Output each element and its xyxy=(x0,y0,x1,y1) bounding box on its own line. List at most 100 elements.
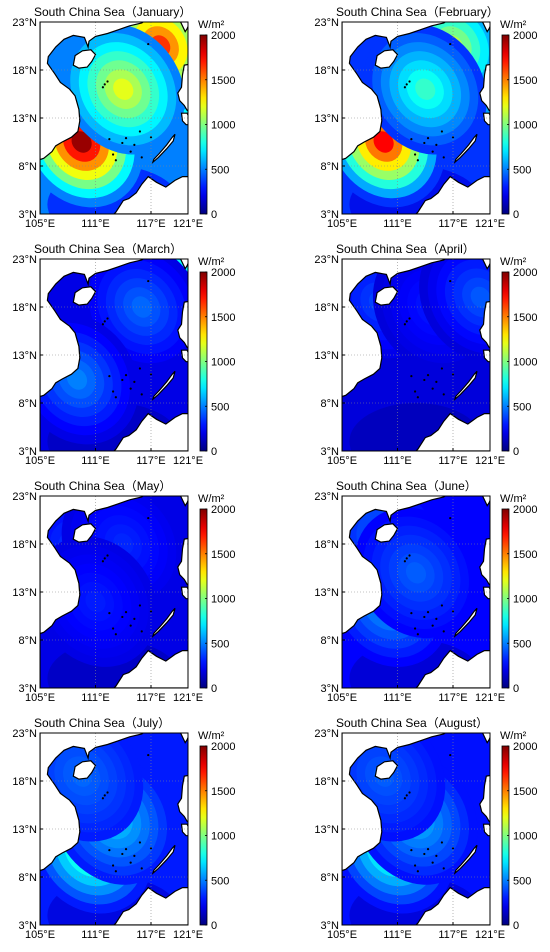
small-island xyxy=(408,791,411,794)
y-tick-label: 8°N xyxy=(19,635,38,647)
small-island xyxy=(106,80,109,83)
palawan-island xyxy=(151,844,176,876)
small-island xyxy=(114,159,117,162)
y-tick-label: 18°N xyxy=(12,776,37,788)
colorbar-tick-label: 0 xyxy=(513,446,519,458)
borneo-island xyxy=(415,649,490,688)
colorbar-tick-label: 0 xyxy=(211,446,217,458)
colorbar-tick-label: 2000 xyxy=(513,267,537,279)
x-tick-label: 121°E xyxy=(173,929,203,941)
grid xyxy=(342,496,490,688)
colorbar-tick-label: 1500 xyxy=(513,312,537,324)
y-tick-label: 23°N xyxy=(314,728,339,740)
small-island xyxy=(129,861,132,864)
mainland-coastline xyxy=(342,259,490,451)
small-island xyxy=(416,396,419,399)
small-island xyxy=(140,393,143,396)
colorbar-unit: W/m² xyxy=(500,19,527,31)
small-island xyxy=(111,153,115,156)
y-tick-label: 13°N xyxy=(314,350,339,362)
colorbar-unit: W/m² xyxy=(500,256,527,268)
colorbar-tick-label: 0 xyxy=(513,683,519,695)
colorbar-tick-label: 2000 xyxy=(211,267,235,279)
small-island xyxy=(133,380,136,383)
small-island xyxy=(451,610,455,613)
taiwan-island xyxy=(179,733,188,744)
y-tick-label: 8°N xyxy=(321,635,340,647)
y-tick-label: 3°N xyxy=(19,683,38,695)
small-island xyxy=(431,861,434,864)
small-island xyxy=(413,864,417,867)
small-island xyxy=(413,627,417,630)
x-tick-label: 121°E xyxy=(475,455,505,467)
small-island xyxy=(106,317,109,320)
small-island xyxy=(423,852,426,856)
small-island xyxy=(124,374,128,377)
panel-title: South China Sea（July） xyxy=(34,716,170,730)
y-tick-label: 13°N xyxy=(12,113,37,125)
y-tick-label: 3°N xyxy=(19,920,38,932)
small-island xyxy=(413,153,417,156)
small-island xyxy=(403,323,406,326)
luzon-island xyxy=(177,537,188,586)
small-island xyxy=(410,612,413,615)
colorbar-tick-label: 1000 xyxy=(211,357,235,369)
y-tick-label: 23°N xyxy=(12,728,37,740)
small-island xyxy=(423,141,426,145)
small-island xyxy=(416,633,419,636)
land xyxy=(342,22,490,214)
luzon-island xyxy=(177,300,188,349)
small-island xyxy=(405,320,408,323)
y-tick-label: 23°N xyxy=(12,491,37,503)
luzon-island xyxy=(177,774,188,823)
borneo-island xyxy=(415,175,490,214)
colorbar-tick-label: 0 xyxy=(513,209,519,221)
colorbar-tick-label: 1500 xyxy=(211,786,235,798)
mainland-coastline xyxy=(40,259,188,451)
grid xyxy=(342,259,490,451)
small-island xyxy=(149,136,153,139)
x-tick-label: 105°E xyxy=(327,218,357,230)
x-tick-label: 111°E xyxy=(383,929,411,941)
taiwan-island xyxy=(481,496,490,507)
y-tick-label: 18°N xyxy=(12,65,37,77)
colorbar-unit: W/m² xyxy=(198,730,225,742)
y-tick-label: 23°N xyxy=(12,254,37,266)
panel-title: South China Sea（August） xyxy=(336,716,488,730)
small-island xyxy=(101,560,104,563)
panel-title: South China Sea（January） xyxy=(34,5,191,19)
x-tick-label: 117°E xyxy=(438,455,467,467)
x-tick-label: 117°E xyxy=(136,455,165,467)
small-island xyxy=(129,150,132,153)
hainan-island xyxy=(72,760,97,780)
colorbar-tick-label: 1000 xyxy=(513,594,537,606)
x-tick-label: 117°E xyxy=(136,929,165,941)
small-island xyxy=(435,854,438,857)
colorbar-tick-label: 500 xyxy=(211,875,229,887)
contour-band xyxy=(131,296,152,318)
hainan-island xyxy=(72,49,97,69)
small-island xyxy=(133,617,136,620)
small-island xyxy=(103,83,106,86)
borneo-island xyxy=(415,886,490,925)
taiwan-island xyxy=(179,259,188,270)
y-tick-label: 8°N xyxy=(321,872,340,884)
small-island xyxy=(149,847,153,850)
small-island xyxy=(435,380,438,383)
mindoro-island xyxy=(482,349,490,363)
y-tick-label: 18°N xyxy=(12,302,37,314)
small-island xyxy=(440,841,443,844)
map-panel-june: South China Sea（June） 105°E 111°E 117°E 121°… xyxy=(314,479,537,704)
colorbar-tick-label: 1500 xyxy=(513,786,537,798)
small-island xyxy=(451,373,455,376)
x-tick-label: 111°E xyxy=(81,929,109,941)
colorbar-tick-label: 0 xyxy=(211,209,217,221)
small-island xyxy=(426,374,430,377)
panel-title: South China Sea（March） xyxy=(34,242,182,256)
taiwan-island xyxy=(179,22,188,33)
palawan-island xyxy=(151,370,176,402)
small-island xyxy=(440,604,443,607)
colorbar-tick-label: 500 xyxy=(211,401,229,413)
small-island xyxy=(108,138,111,141)
contour-band xyxy=(415,78,436,100)
